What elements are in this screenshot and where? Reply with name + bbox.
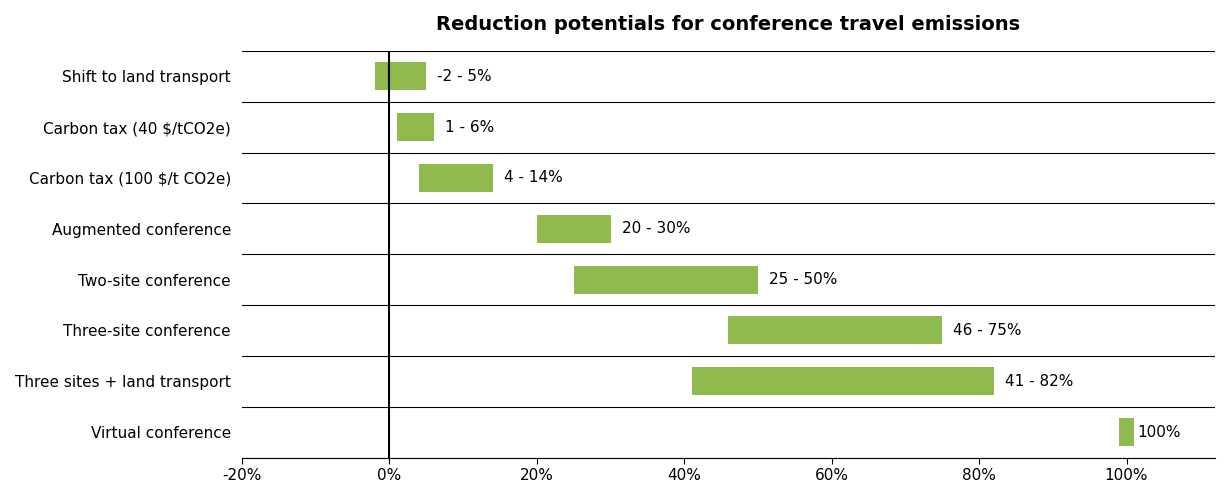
Bar [536, 215, 610, 243]
Text: 100%: 100% [1138, 425, 1181, 440]
Text: 1 - 6%: 1 - 6% [445, 120, 494, 134]
Text: -2 - 5%: -2 - 5% [438, 69, 492, 84]
Bar [573, 265, 758, 294]
Text: 4 - 14%: 4 - 14% [503, 170, 562, 185]
Bar [419, 164, 492, 192]
Text: 20 - 30%: 20 - 30% [621, 221, 690, 236]
Text: 46 - 75%: 46 - 75% [953, 323, 1022, 338]
Title: Reduction potentials for conference travel emissions: Reduction potentials for conference trav… [437, 15, 1021, 34]
Bar [397, 113, 434, 141]
Bar [375, 62, 427, 90]
Text: 41 - 82%: 41 - 82% [1005, 374, 1074, 389]
Bar [728, 317, 942, 345]
Bar [1119, 418, 1134, 446]
Text: 25 - 50%: 25 - 50% [769, 272, 838, 287]
Bar [691, 368, 994, 395]
